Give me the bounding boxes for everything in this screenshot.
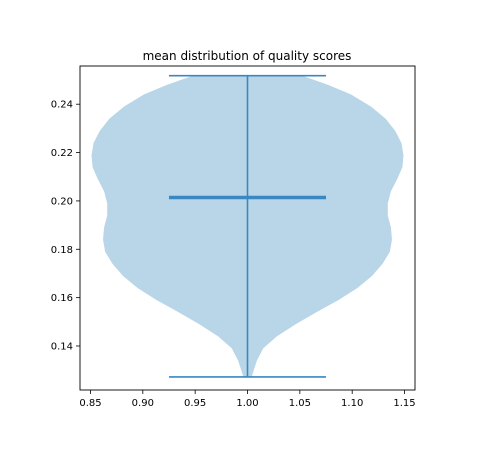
- x-tick-label: 0.90: [132, 398, 154, 409]
- y-tick-label: 0.24: [51, 100, 73, 111]
- axes-layer: 0.85 0.90 0.95 1.00 1.05 1.10 1.15 0.14 0.16 0.18…: [51, 65, 416, 409]
- violin-layer: [91, 74, 404, 378]
- x-tick-label: 1.00: [236, 398, 258, 409]
- y-tick-label: 0.18: [51, 245, 73, 256]
- x-tick-label: 0.95: [184, 398, 206, 409]
- chart-title: mean distribution of quality scores: [143, 49, 352, 63]
- x-tick-label: 1.05: [289, 398, 311, 409]
- y-tick-label: 0.16: [51, 293, 73, 304]
- y-tick-label: 0.22: [51, 148, 73, 159]
- y-tick-label: 0.14: [51, 341, 73, 352]
- y-tick-label: 0.20: [51, 196, 73, 207]
- x-tick-label: 1.10: [341, 398, 363, 409]
- x-tick-label: 0.85: [79, 398, 101, 409]
- x-tick-label: 1.15: [393, 398, 415, 409]
